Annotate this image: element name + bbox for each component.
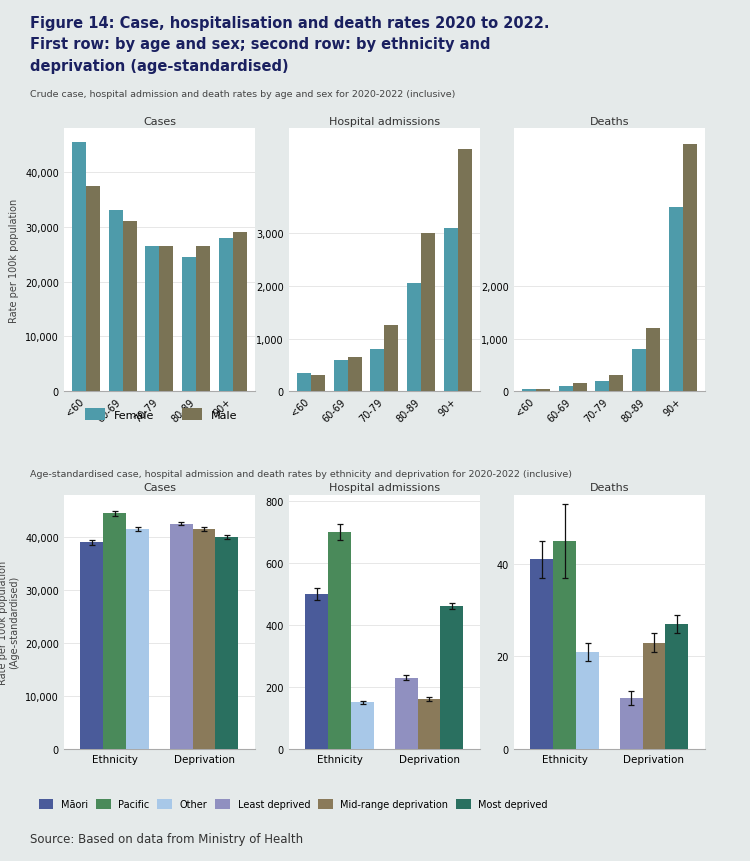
Title: Cases: Cases (143, 117, 176, 127)
Bar (669, 208, 683, 392)
Bar (554, 542, 576, 749)
Title: Deaths: Deaths (590, 117, 629, 127)
Bar (458, 150, 472, 392)
Text: First row: by age and sex; second row: by ethnicity and: First row: by age and sex; second row: b… (30, 37, 490, 52)
Bar (297, 374, 310, 392)
Text: Crude case, hospital admission and death rates by age and sex for 2020-2022 (inc: Crude case, hospital admission and death… (30, 90, 455, 98)
Title: Deaths: Deaths (590, 483, 629, 492)
Bar (530, 560, 554, 749)
Bar (86, 187, 100, 392)
Bar (418, 699, 440, 749)
Bar (559, 387, 572, 392)
Text: deprivation (age-standardised): deprivation (age-standardised) (30, 59, 289, 73)
Bar (305, 594, 328, 749)
Bar (170, 524, 193, 749)
Bar (146, 247, 160, 392)
Bar (683, 145, 697, 392)
Y-axis label: Rate per 100k population: Rate per 100k population (10, 198, 20, 323)
Bar (160, 247, 173, 392)
Bar (351, 703, 374, 749)
Legend: Female, Male: Female, Male (80, 404, 242, 425)
Bar (596, 381, 610, 392)
Bar (233, 233, 247, 392)
Bar (620, 698, 643, 749)
Bar (109, 211, 122, 392)
Bar (196, 247, 210, 392)
Title: Hospital admissions: Hospital admissions (328, 483, 440, 492)
Bar (576, 652, 599, 749)
Bar (104, 514, 126, 749)
Bar (347, 357, 362, 392)
Bar (126, 530, 149, 749)
Bar (440, 607, 464, 749)
Bar (219, 238, 233, 392)
Bar (422, 234, 435, 392)
Bar (182, 257, 196, 392)
Bar (609, 376, 623, 392)
Bar (665, 624, 688, 749)
Bar (643, 643, 665, 749)
Bar (122, 222, 136, 392)
Bar (536, 389, 550, 392)
Text: Source: Based on data from Ministry of Health: Source: Based on data from Ministry of H… (30, 833, 303, 846)
Bar (328, 532, 351, 749)
Title: Cases: Cases (143, 483, 176, 492)
Bar (646, 329, 660, 392)
Text: Figure 14: Case, hospitalisation and death rates 2020 to 2022.: Figure 14: Case, hospitalisation and dea… (30, 15, 550, 30)
Bar (370, 350, 384, 392)
Bar (407, 284, 422, 392)
Bar (72, 143, 86, 392)
Bar (394, 678, 418, 749)
Bar (310, 376, 325, 392)
Bar (193, 530, 215, 749)
Text: Age-standardised case, hospital admission and death rates by ethnicity and depri: Age-standardised case, hospital admissio… (30, 469, 572, 478)
Legend: Māori, Pacific, Other, Least deprived, Mid-range deprivation, Most deprived: Māori, Pacific, Other, Least deprived, M… (34, 795, 552, 813)
Y-axis label: Rate per 100k population
(Age-standardised): Rate per 100k population (Age-standardis… (0, 560, 20, 684)
Bar (522, 389, 536, 392)
Bar (384, 326, 398, 392)
Bar (572, 384, 586, 392)
Bar (334, 360, 347, 392)
Bar (80, 542, 104, 749)
Bar (444, 229, 458, 392)
Bar (632, 350, 646, 392)
Title: Hospital admissions: Hospital admissions (328, 117, 440, 127)
Bar (215, 537, 238, 749)
